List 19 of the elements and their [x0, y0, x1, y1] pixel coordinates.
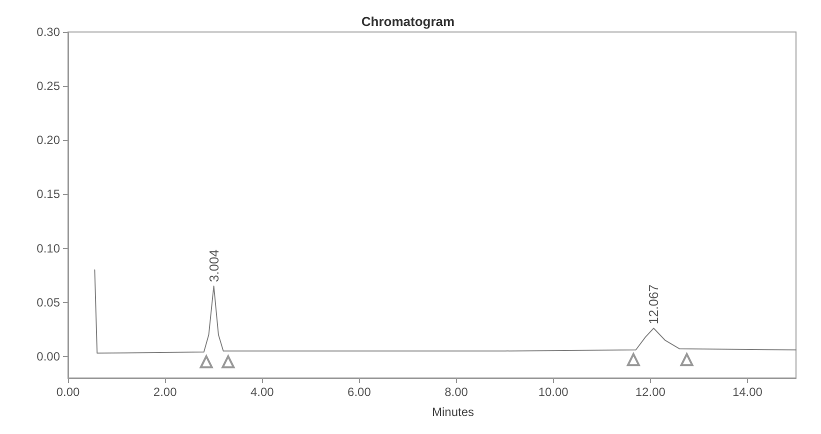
- x-tick-label: 2.00: [153, 385, 178, 399]
- annotation: 3.004: [206, 250, 222, 282]
- x-tick-label: 0.00: [56, 385, 80, 399]
- y-tick-label: 0.10: [36, 241, 60, 256]
- x-tick-label: 10.00: [538, 385, 569, 399]
- y-tick-label: 0.00: [36, 349, 60, 364]
- x-tick-label: 4.00: [250, 385, 274, 399]
- y-tick-label: 0.05: [36, 295, 60, 310]
- annotation: 12.067: [646, 284, 662, 324]
- x-tick-label: 6.00: [348, 385, 372, 399]
- y-tick-label: 0.30: [36, 25, 60, 39]
- chart-title: Chromatogram: [361, 14, 455, 29]
- y-tick-label: 0.25: [36, 79, 60, 94]
- x-tick-label: 8.00: [444, 385, 468, 399]
- y-tick-label: 0.15: [36, 187, 60, 202]
- y-tick-label: 0.20: [36, 133, 60, 148]
- x-tick-label: 14.00: [732, 385, 763, 399]
- x-tick-label: 12.00: [635, 385, 666, 399]
- x-axis-title: Minutes: [432, 405, 474, 419]
